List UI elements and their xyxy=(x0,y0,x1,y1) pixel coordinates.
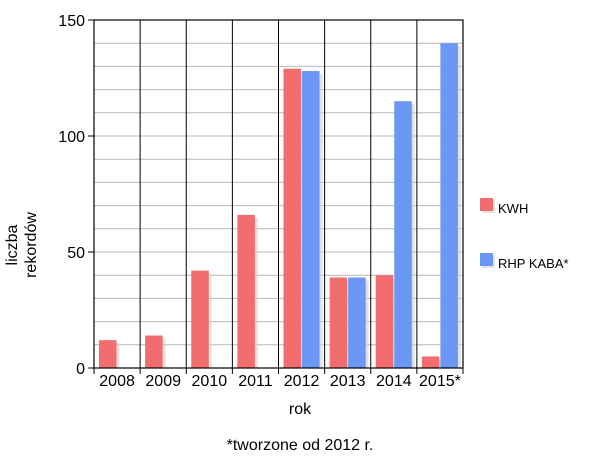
legend-swatch xyxy=(480,198,493,211)
bar-kwh xyxy=(99,340,117,368)
x-tick-label: 2013 xyxy=(330,373,366,390)
bar-rhp-kaba- xyxy=(394,101,412,368)
x-tick-labels: 2008 2009 2010 2011 2012 2013 2014 2015* xyxy=(99,373,461,390)
y-tick-label: 100 xyxy=(58,129,85,146)
x-tick-label: 2015* xyxy=(419,373,461,390)
legend-swatch xyxy=(480,253,493,266)
y-tick-label: 0 xyxy=(76,361,85,378)
x-tick-label: 2009 xyxy=(145,373,181,390)
legend-label: RHP KABA* xyxy=(498,256,569,271)
bar-kwh xyxy=(237,214,255,368)
axes xyxy=(88,19,464,374)
x-tick-label: 2008 xyxy=(99,373,135,390)
y-axis-title: liczba rekordów xyxy=(4,212,40,278)
x-tick-label: 2010 xyxy=(192,373,228,390)
bar-rhp-kaba- xyxy=(440,43,458,368)
bar-kwh xyxy=(191,270,209,368)
grid xyxy=(94,20,463,368)
x-axis-title: rok xyxy=(289,401,312,418)
y-axis-title-line-2: rekordów xyxy=(23,212,40,278)
bar-kwh xyxy=(145,335,163,368)
bar-kwh xyxy=(283,68,302,368)
legend: KWH RHP KABA* xyxy=(480,198,569,271)
bar-rhp-kaba- xyxy=(302,71,320,368)
x-tick-label: 2012 xyxy=(284,373,320,390)
y-tick-label: 50 xyxy=(67,245,85,262)
footnote: *tworzone od 2012 r. xyxy=(226,437,374,454)
bar-rhp-kaba- xyxy=(348,277,366,368)
bars xyxy=(99,43,461,368)
y-tick-label: 150 xyxy=(58,13,85,30)
y-tick-labels: 0 50 100 150 xyxy=(58,13,85,378)
x-tick-label: 2011 xyxy=(238,373,273,390)
bar-kwh xyxy=(329,277,348,368)
bar-kwh xyxy=(375,275,394,368)
legend-label: KWH xyxy=(498,201,528,216)
bar-kwh xyxy=(421,356,440,368)
x-tick-label: 2014 xyxy=(376,373,412,390)
y-axis-title-line-1: liczba xyxy=(4,224,21,265)
